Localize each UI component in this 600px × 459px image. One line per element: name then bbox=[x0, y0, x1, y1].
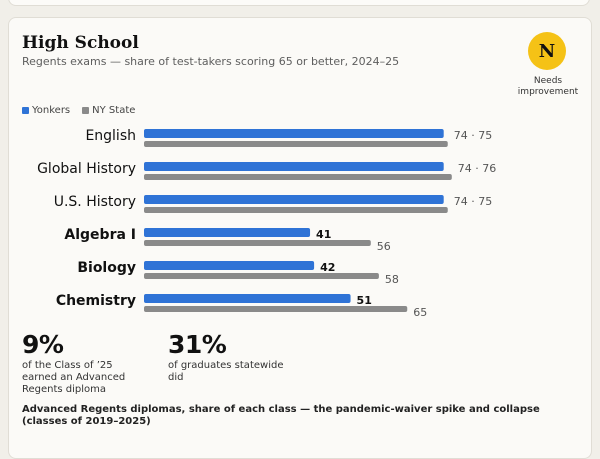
section-subtitle: Regents exams — share of test-takers sco… bbox=[22, 55, 400, 68]
category-label: Global History bbox=[37, 161, 136, 177]
category-label: Chemistry bbox=[56, 293, 136, 309]
bar-state bbox=[144, 207, 448, 213]
stat-text-statewide: of graduates statewide did bbox=[168, 360, 283, 384]
legend-label-state: NY State bbox=[92, 105, 136, 116]
section-title: High School bbox=[22, 33, 139, 53]
stat-value-advanced-class: 9% bbox=[22, 330, 64, 359]
category-label: English bbox=[85, 128, 136, 144]
legend-swatch-state bbox=[82, 107, 90, 114]
bar-value-yonkers: 41 bbox=[316, 228, 331, 241]
bar-yonkers bbox=[144, 228, 311, 237]
grade-label: Needs improvement bbox=[517, 76, 579, 97]
bar-state bbox=[144, 240, 371, 246]
bar-value-state: 58 bbox=[385, 273, 399, 286]
bar-value-state: 65 bbox=[413, 306, 427, 319]
category-label: Biology bbox=[77, 260, 136, 276]
bar-value-state: 56 bbox=[377, 240, 391, 253]
bar-value-label: 74 · 75 bbox=[454, 195, 492, 208]
bar-value-yonkers: 42 bbox=[320, 261, 335, 274]
stat-text-line: Regents diploma bbox=[22, 384, 107, 395]
stat-text-line: earned an Advanced bbox=[22, 372, 126, 383]
regents-bar-chart: English 74 · 75 Global History 74 · 76 U.S. … bbox=[37, 128, 496, 319]
stat-text-advanced-class: of the Class of ’25 earned an Advanced R… bbox=[22, 360, 125, 396]
advanced-diploma-chart-title: Advanced Regents diplomas, share of each… bbox=[22, 404, 540, 427]
category-label: U.S. History bbox=[54, 194, 136, 210]
bar-yonkers bbox=[144, 195, 444, 204]
stat-text-line: of the Class of ’25 bbox=[22, 360, 113, 371]
stat-value-statewide: 31% bbox=[168, 330, 227, 359]
bar-state bbox=[144, 273, 379, 279]
grade-badge: N bbox=[528, 32, 566, 70]
bar-yonkers bbox=[144, 162, 444, 171]
bar-state bbox=[144, 141, 448, 147]
bar-yonkers bbox=[144, 294, 351, 303]
bar-value-label: 74 · 76 bbox=[458, 162, 496, 175]
legend-swatch-yonkers bbox=[22, 107, 29, 114]
legend-item-state: NY State bbox=[82, 105, 135, 116]
bar-value-label: 74 · 75 bbox=[454, 129, 492, 142]
bar-state bbox=[144, 174, 452, 180]
bar-yonkers bbox=[144, 129, 444, 138]
chart-legend: Yonkers NY State bbox=[22, 105, 135, 116]
bar-value-yonkers: 51 bbox=[357, 294, 372, 307]
legend-label-yonkers: Yonkers bbox=[32, 105, 71, 116]
stat-text-line: did bbox=[168, 372, 184, 383]
stat-text-line: of graduates statewide bbox=[168, 360, 284, 371]
bar-state bbox=[144, 306, 408, 312]
bar-yonkers bbox=[144, 261, 315, 270]
category-label: Algebra I bbox=[64, 227, 136, 243]
legend-item-yonkers: Yonkers bbox=[22, 105, 70, 116]
